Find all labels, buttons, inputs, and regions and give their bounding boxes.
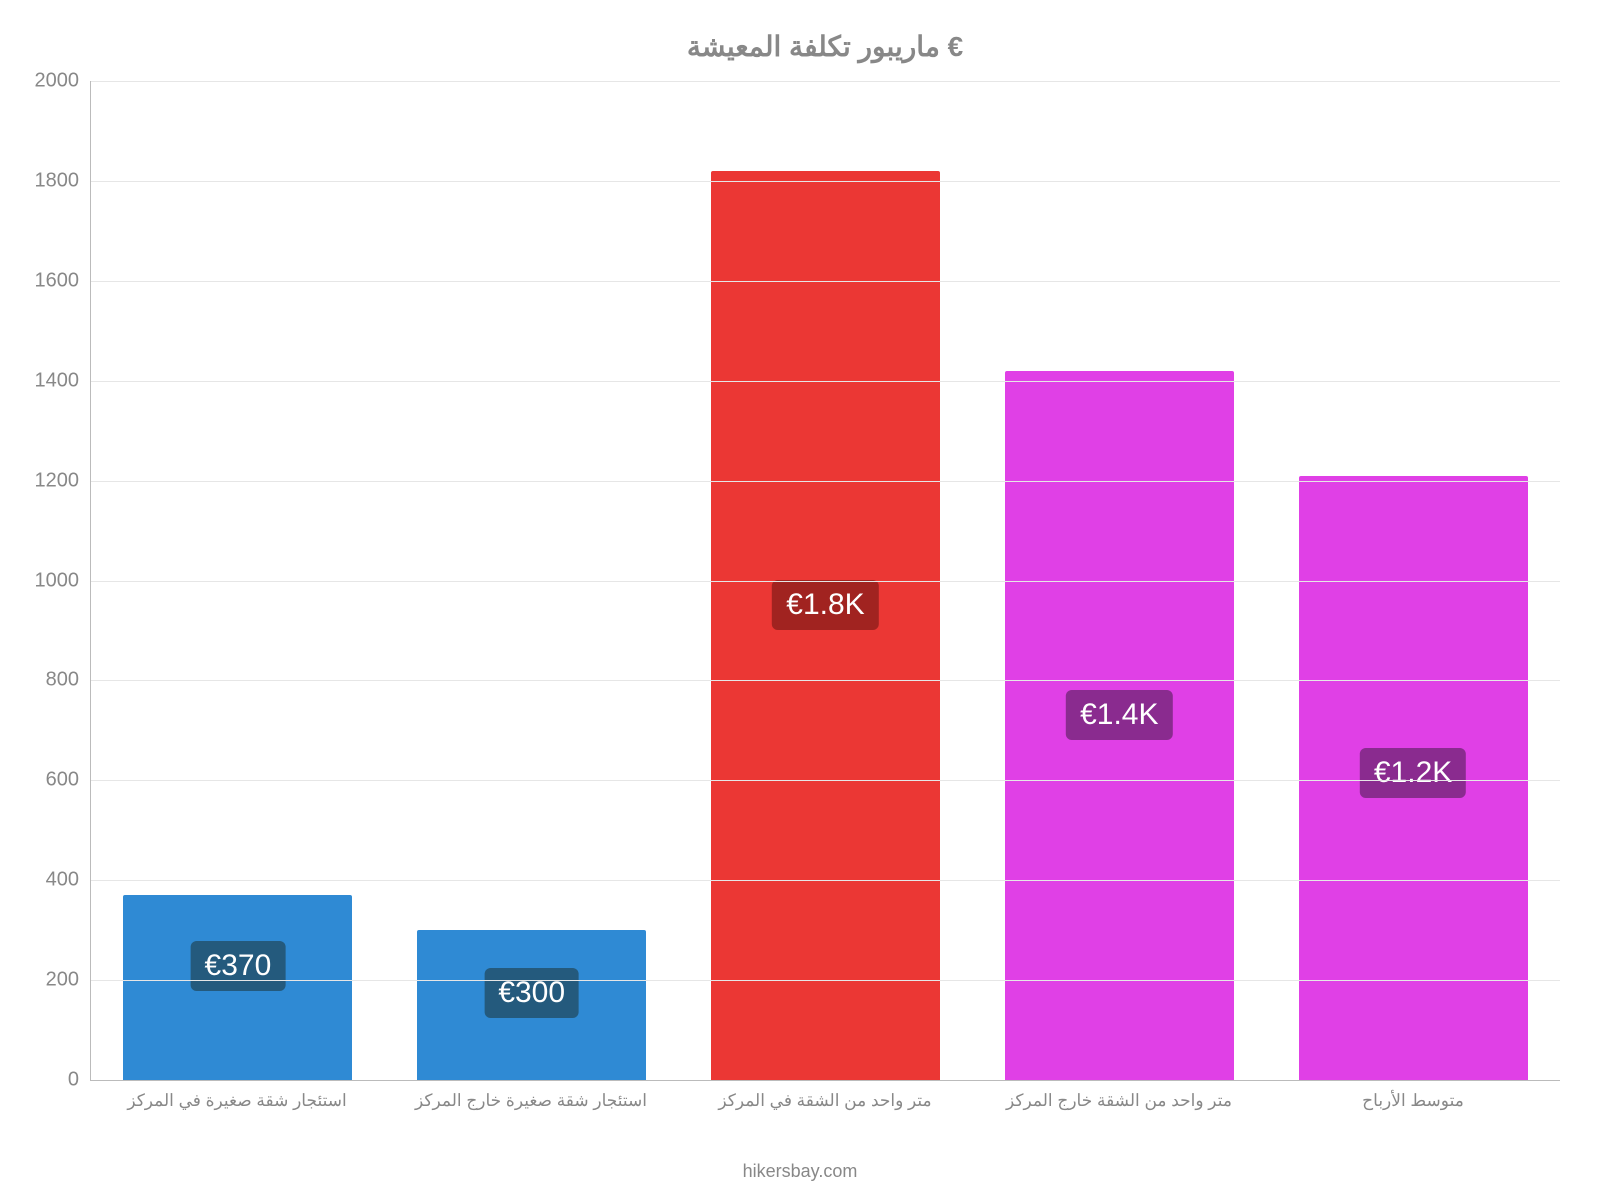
bar-value-badge: €300 xyxy=(484,968,579,1018)
chart-footer: hikersbay.com xyxy=(0,1161,1600,1182)
bar: €1.4K xyxy=(1005,371,1234,1080)
y-tick-label: 400 xyxy=(46,869,79,892)
bar-value-badge: €1.2K xyxy=(1360,748,1466,798)
gridline xyxy=(91,481,1560,482)
x-category-label: استئجار شقة صغيرة خارج المركز xyxy=(384,1091,678,1111)
gridline xyxy=(91,181,1560,182)
y-tick-label: 1000 xyxy=(35,569,80,592)
gridline xyxy=(91,81,1560,82)
x-category-label: متر واحد من الشقة في المركز xyxy=(678,1091,972,1111)
y-tick-label: 1800 xyxy=(35,169,80,192)
bar-value-badge: €1.8K xyxy=(772,580,878,630)
gridline xyxy=(91,281,1560,282)
bar: €300 xyxy=(417,930,646,1080)
bar-value-badge: €370 xyxy=(191,941,286,991)
y-tick-label: 1400 xyxy=(35,369,80,392)
y-tick-label: 1200 xyxy=(35,469,80,492)
gridline xyxy=(91,880,1560,881)
y-tick-label: 200 xyxy=(46,969,79,992)
y-tick-label: 0 xyxy=(68,1069,79,1092)
y-tick-label: 600 xyxy=(46,769,79,792)
gridline xyxy=(91,780,1560,781)
chart-title: ماريبور تكلفة المعيشة € xyxy=(90,30,1560,63)
x-axis-labels: استئجار شقة صغيرة في المركزاستئجار شقة ص… xyxy=(90,1091,1560,1111)
bar-value-badge: €1.4K xyxy=(1066,690,1172,740)
plot-area: €370€300€1.8K€1.4K€1.2K 0200400600800100… xyxy=(90,81,1560,1081)
gridline xyxy=(91,980,1560,981)
bar: €1.8K xyxy=(711,171,940,1080)
bar: €1.2K xyxy=(1299,476,1528,1080)
y-tick-label: 1600 xyxy=(35,269,80,292)
gridline xyxy=(91,581,1560,582)
gridline xyxy=(91,680,1560,681)
x-category-label: متوسط الأرباح xyxy=(1266,1091,1560,1111)
y-tick-label: 2000 xyxy=(35,70,80,93)
y-tick-label: 800 xyxy=(46,669,79,692)
chart-container: ماريبور تكلفة المعيشة € €370 €300 €1.8K €1.… xyxy=(0,0,1600,1200)
x-category-label: متر واحد من الشقة خارج المركز xyxy=(972,1091,1266,1111)
gridline xyxy=(91,381,1560,382)
bar: €370 xyxy=(123,895,352,1080)
x-category-label: استئجار شقة صغيرة في المركز xyxy=(90,1091,384,1111)
